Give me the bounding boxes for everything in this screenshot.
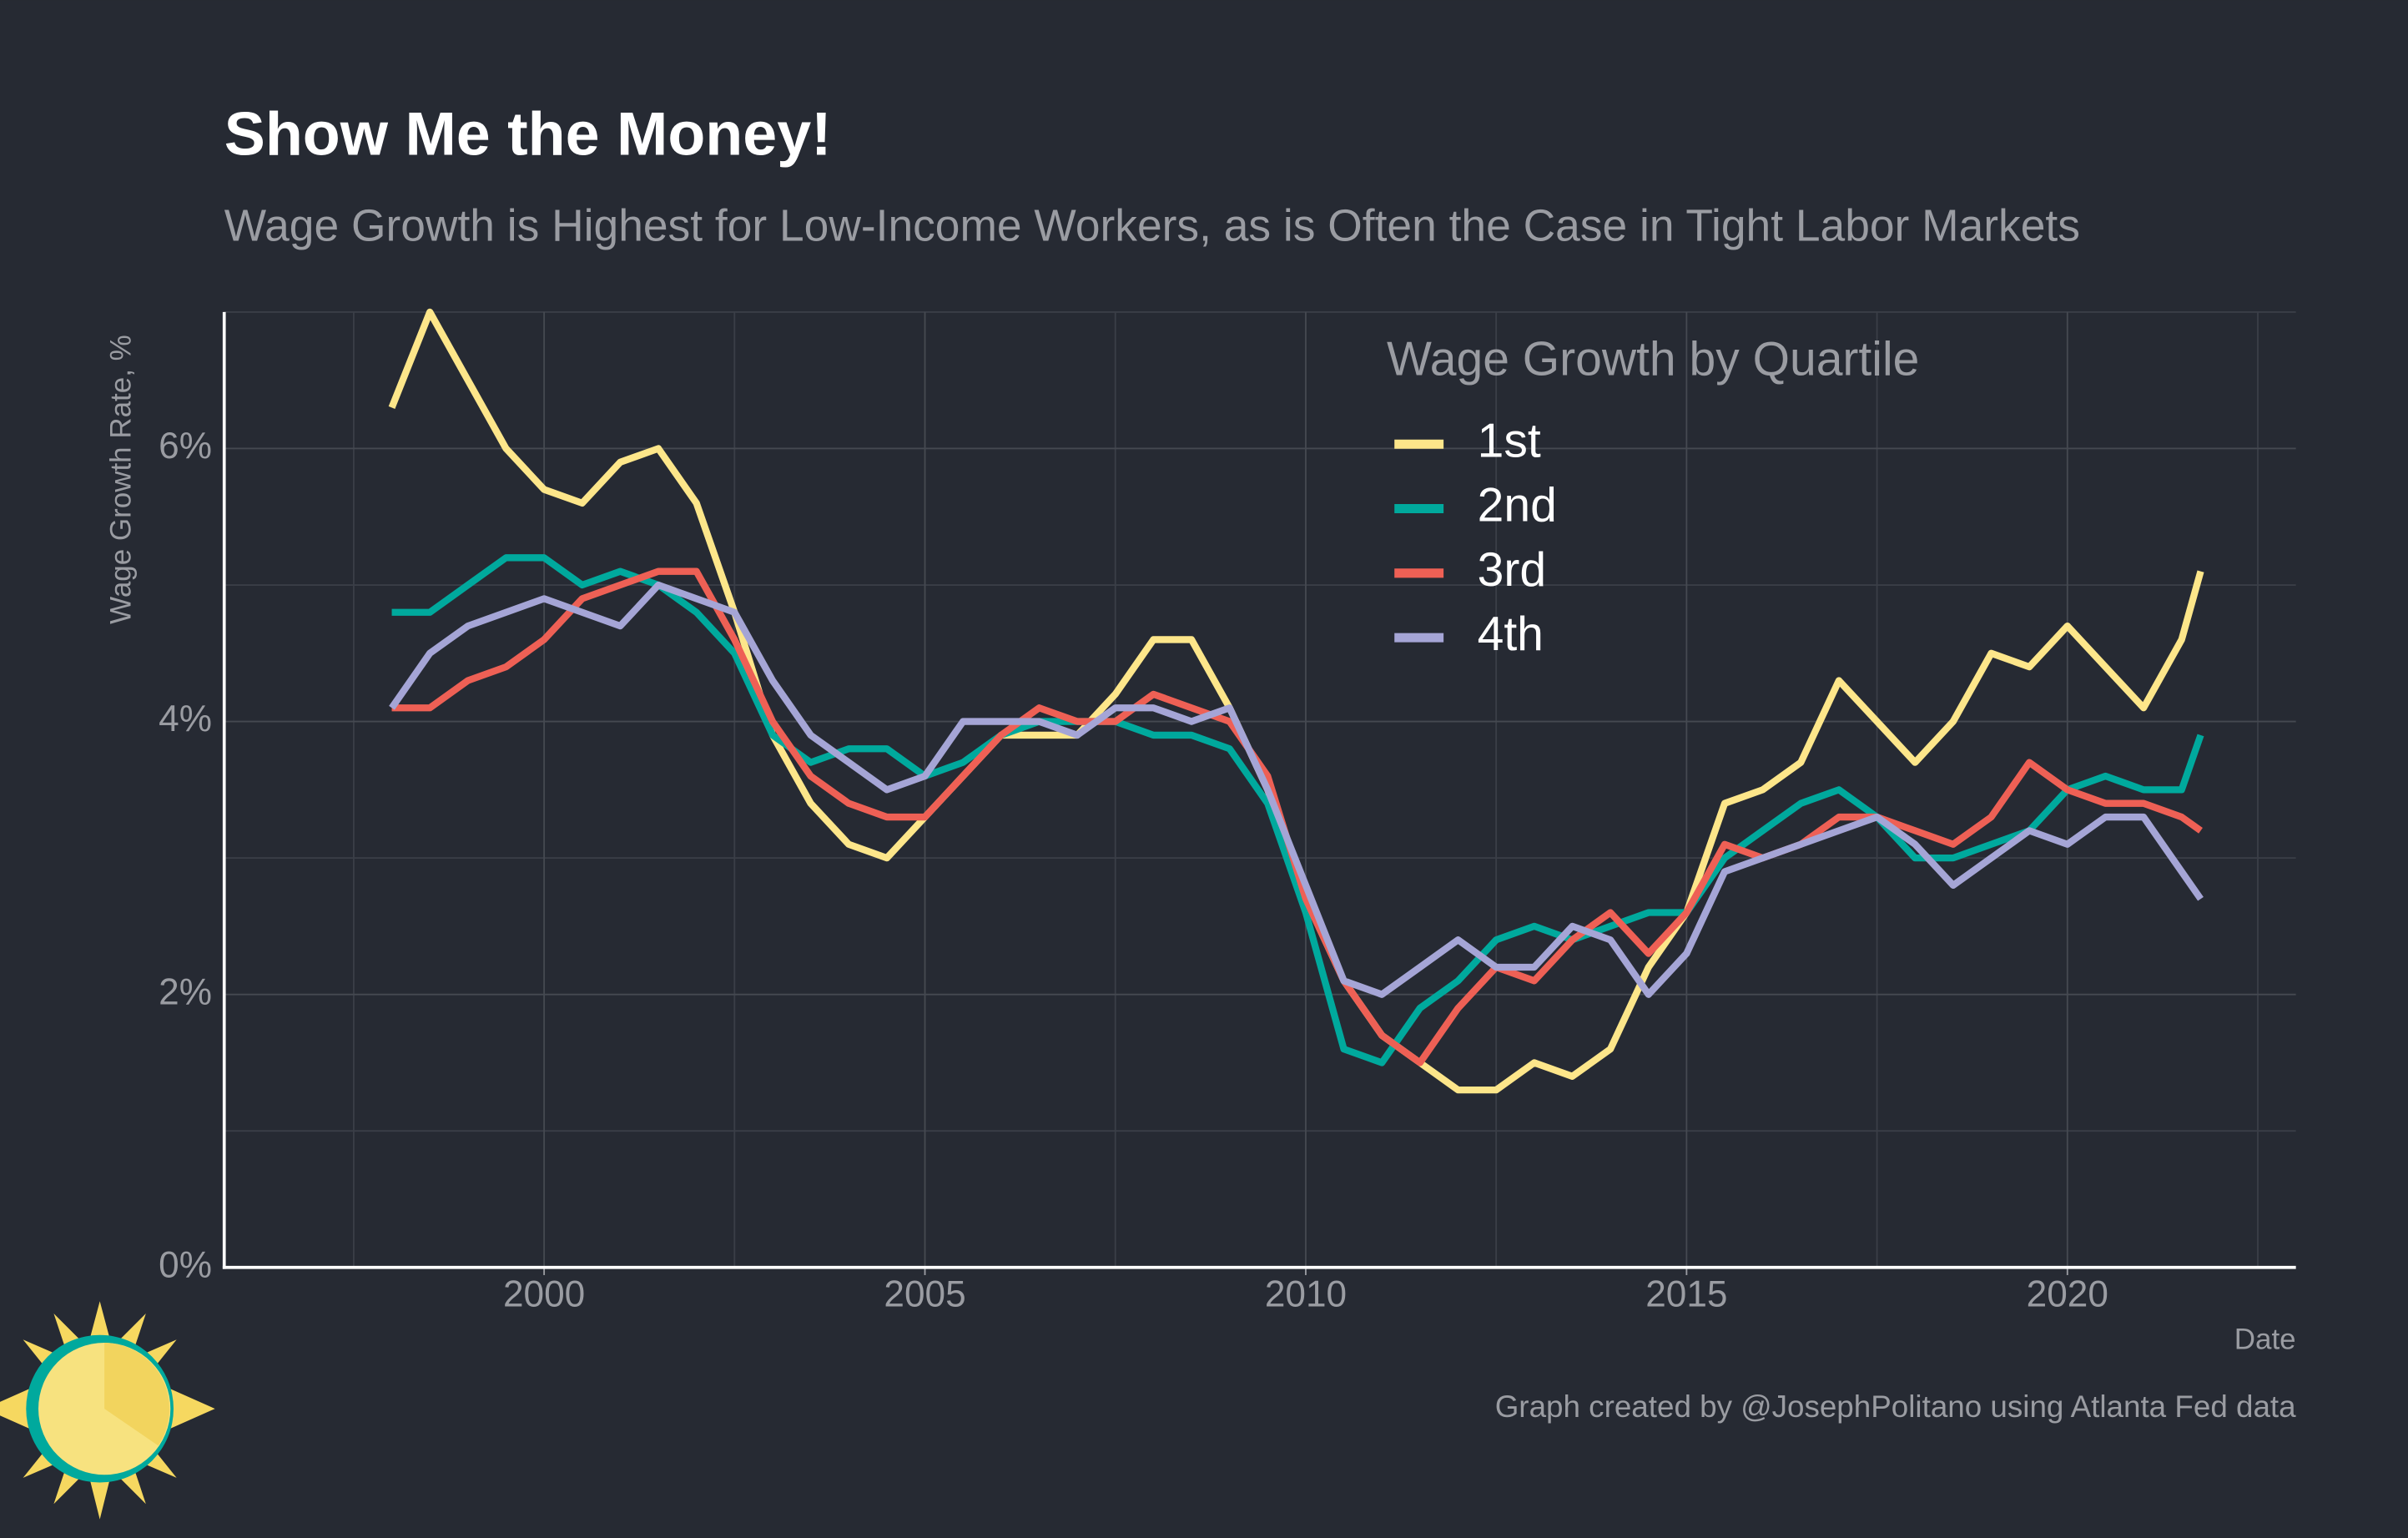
caption: Graph created by @JosephPolitano using A… <box>1495 1389 2296 1424</box>
x-tick-label: 2010 <box>1265 1273 1347 1314</box>
sun-shade <box>104 1342 170 1446</box>
chart-subtitle: Wage Growth is Highest for Low-Income Wo… <box>224 202 2080 251</box>
legend-label: 1st <box>1478 414 1541 467</box>
y-tick-label: 0% <box>159 1244 212 1285</box>
y-tick-label: 2% <box>159 971 212 1012</box>
logo <box>0 1301 215 1520</box>
legend-label: 2nd <box>1478 479 1557 532</box>
legend-label: 4th <box>1478 608 1544 661</box>
chart-title: Show Me the Money! <box>224 98 832 168</box>
x-tick-label: 2005 <box>884 1273 965 1314</box>
line-series <box>391 554 2204 1067</box>
line-series <box>389 581 2204 998</box>
y-tick-label: 6% <box>159 426 212 466</box>
legend-label: 3rd <box>1478 543 1546 597</box>
line-series <box>391 567 2203 1067</box>
x-tick-label: 2015 <box>1645 1273 1727 1314</box>
y-axis-label: Wage Growth Rate, % <box>104 335 137 624</box>
legend-title: Wage Growth by Quartile <box>1387 333 1919 386</box>
y-tick-label: 4% <box>159 698 212 739</box>
x-tick-label: 2020 <box>2027 1273 2108 1314</box>
x-tick-label: 2000 <box>503 1273 585 1314</box>
x-axis-label: Date <box>2234 1323 2296 1355</box>
